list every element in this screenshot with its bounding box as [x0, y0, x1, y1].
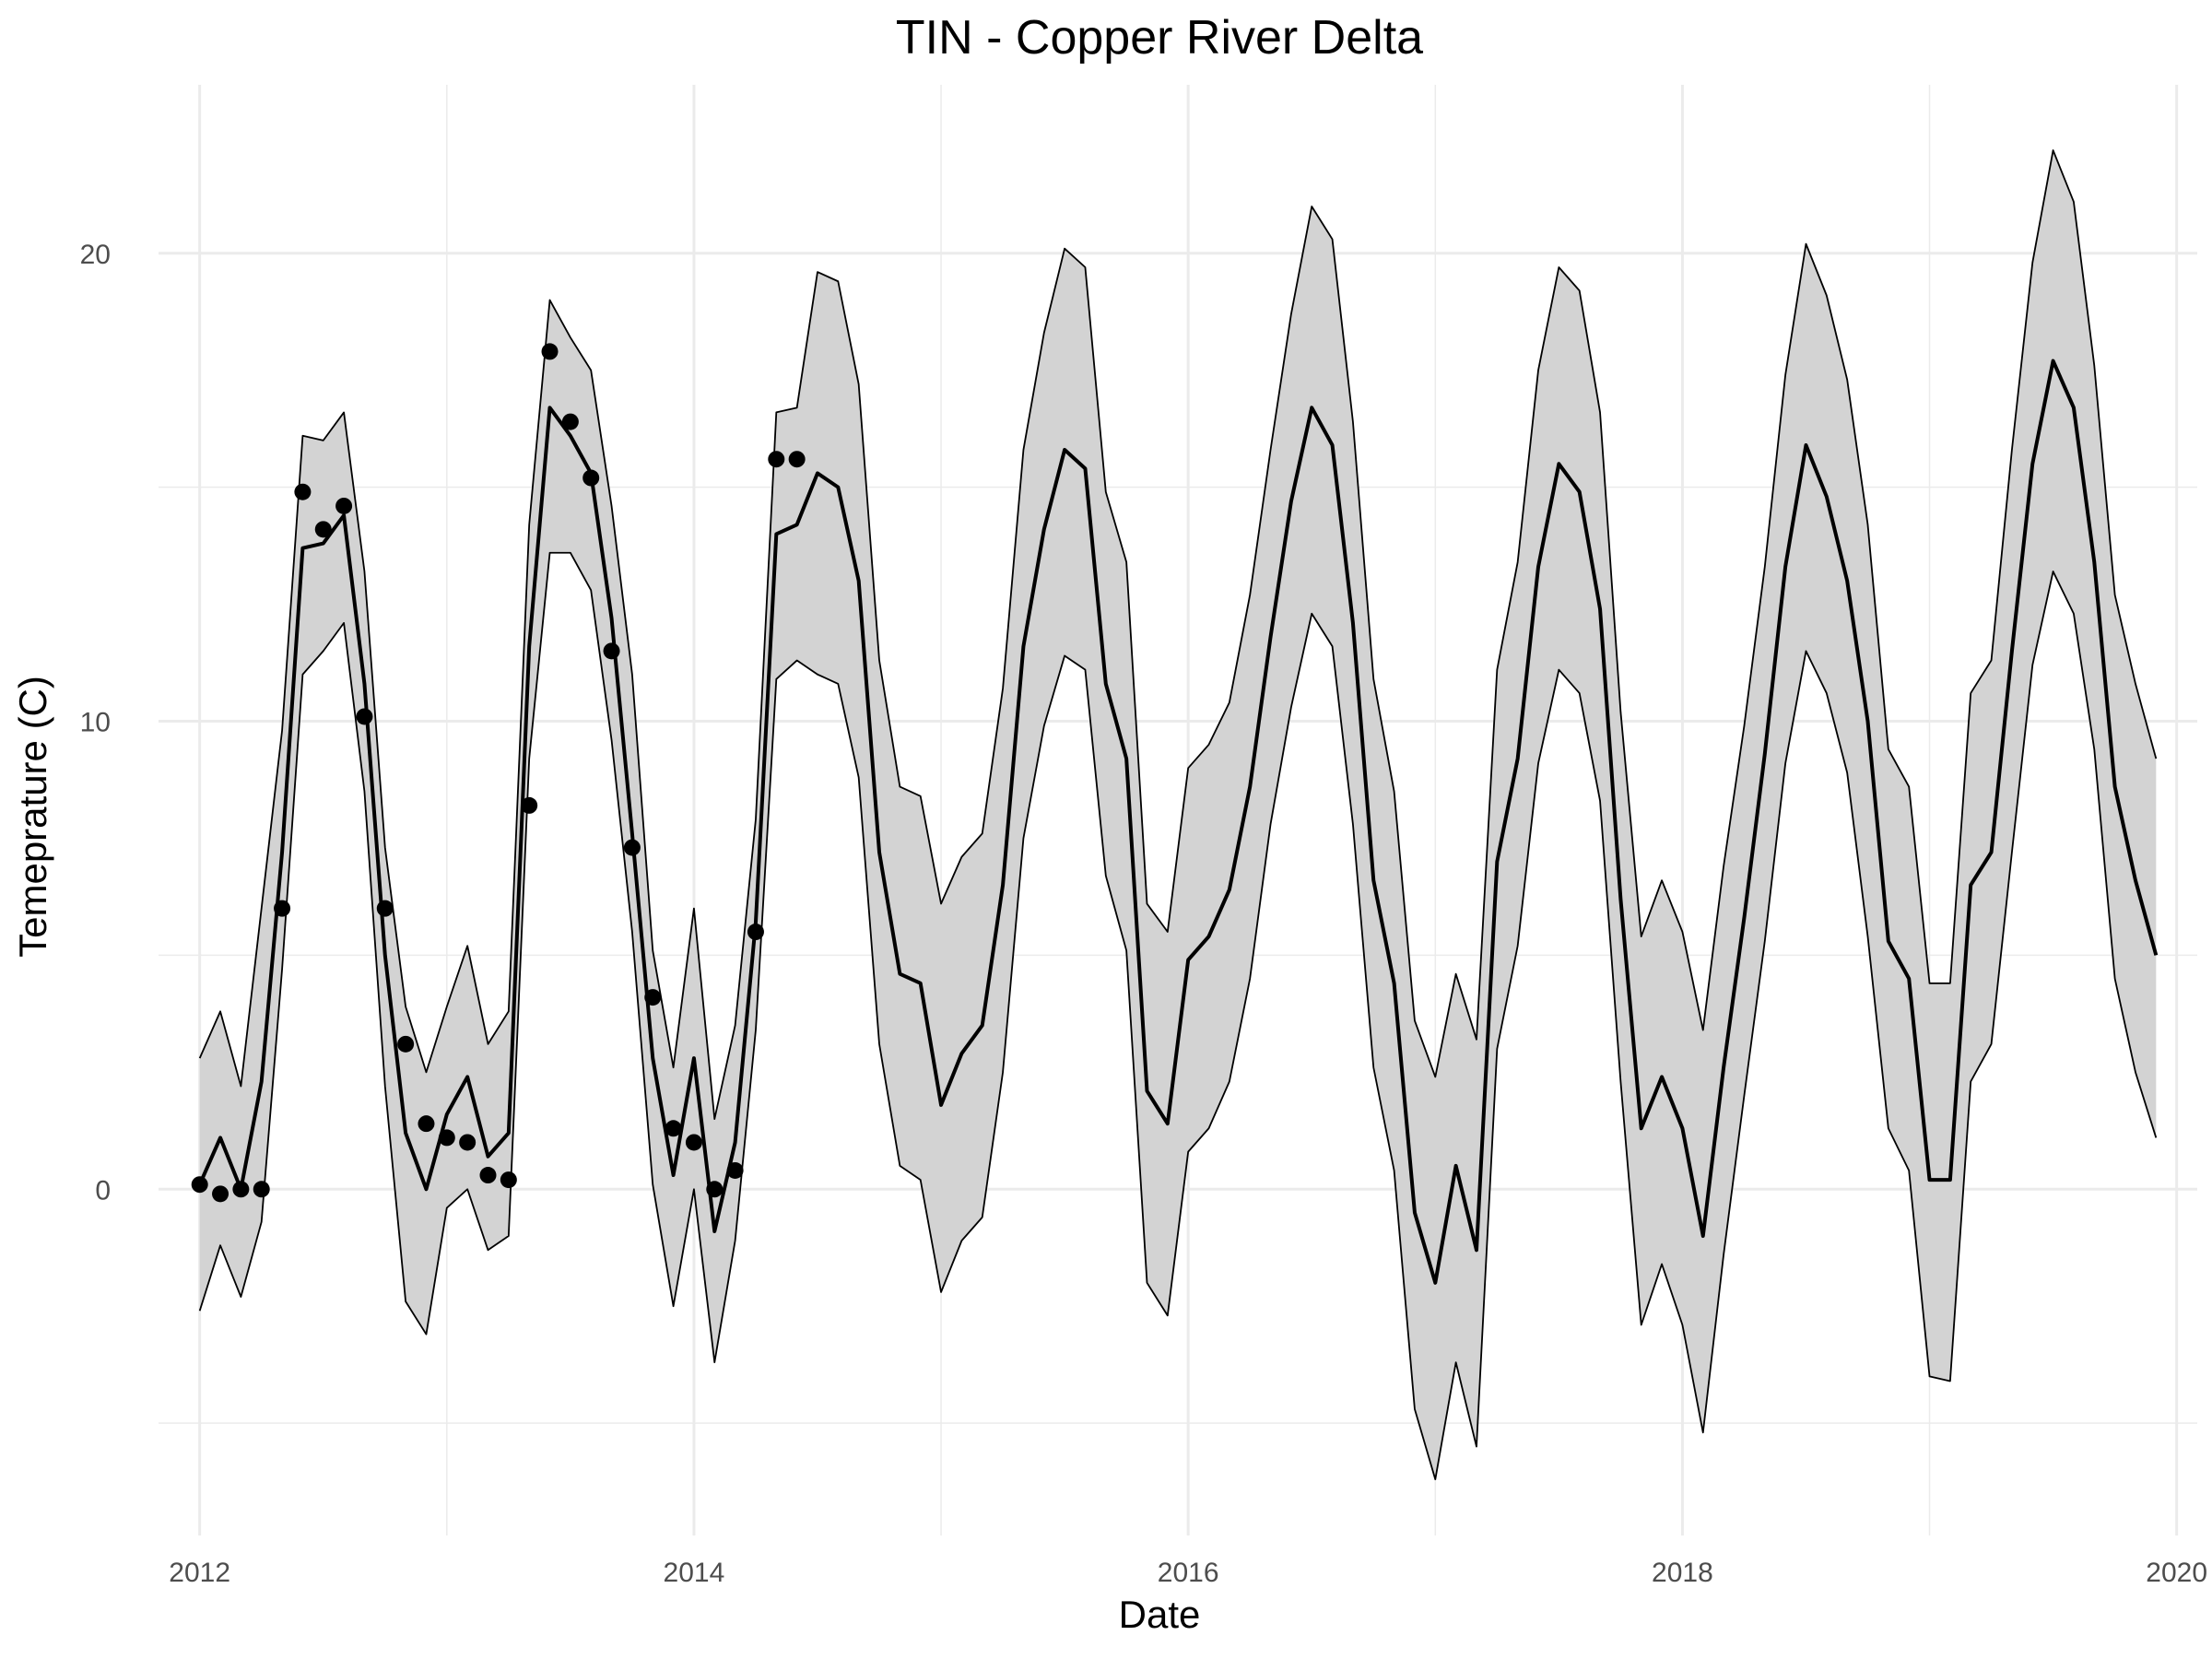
observed-point [521, 796, 538, 814]
observed-point [561, 413, 579, 430]
fitted-line-layer [197, 359, 2159, 1285]
observed-point [376, 900, 394, 917]
observed-point [644, 989, 662, 1006]
confidence-band-layer [198, 149, 2158, 1480]
x-tick-label: 2020 [2146, 1558, 2207, 1588]
observed-point [603, 642, 620, 660]
y-axis-ticks: 0 10 20 [80, 240, 111, 1206]
observed-point [706, 1181, 724, 1198]
observed-point [541, 343, 559, 360]
observed-point [438, 1129, 455, 1147]
observed-point [232, 1181, 250, 1198]
x-tick-label: 2014 [664, 1558, 725, 1588]
x-tick-label: 2012 [169, 1558, 230, 1588]
observed-point [747, 924, 764, 941]
y-tick-label: 20 [80, 240, 111, 270]
x-tick-label: 2016 [1158, 1558, 1219, 1588]
observed-point [685, 1134, 702, 1151]
observed-point [294, 483, 312, 500]
observed-point [768, 451, 785, 468]
observed-point [335, 497, 353, 514]
observed-point [582, 469, 600, 487]
observed-point [418, 1115, 435, 1133]
observed-point [274, 900, 291, 917]
observed-point [500, 1171, 517, 1189]
x-axis-ticks: 2012 2014 2016 2018 2020 [169, 1558, 2207, 1588]
chart-title: TIN - Copper River Delta [896, 11, 1423, 65]
observed-point [726, 1161, 744, 1179]
observed-point [397, 1035, 415, 1053]
observed-point [665, 1120, 682, 1137]
y-tick-label: 0 [95, 1175, 111, 1206]
upper-bound-line [198, 149, 2158, 1121]
observed-point [479, 1167, 497, 1184]
y-axis-title: Temeprature (C) [11, 676, 54, 958]
x-axis-title: Date [1119, 1593, 1201, 1636]
observed-point [253, 1181, 270, 1198]
observed-points-layer [191, 343, 806, 1203]
observed-point [459, 1134, 477, 1151]
confidence-band [199, 150, 2157, 1480]
fitted-line [197, 359, 2159, 1285]
observed-point [356, 708, 373, 725]
observed-point [788, 451, 806, 468]
observed-point [314, 521, 332, 538]
observed-point [212, 1185, 229, 1203]
x-tick-label: 2018 [1652, 1558, 1713, 1588]
observed-point [191, 1176, 208, 1194]
y-tick-label: 10 [80, 708, 111, 738]
observed-point [623, 839, 641, 856]
lower-bound-line [198, 551, 2158, 1480]
